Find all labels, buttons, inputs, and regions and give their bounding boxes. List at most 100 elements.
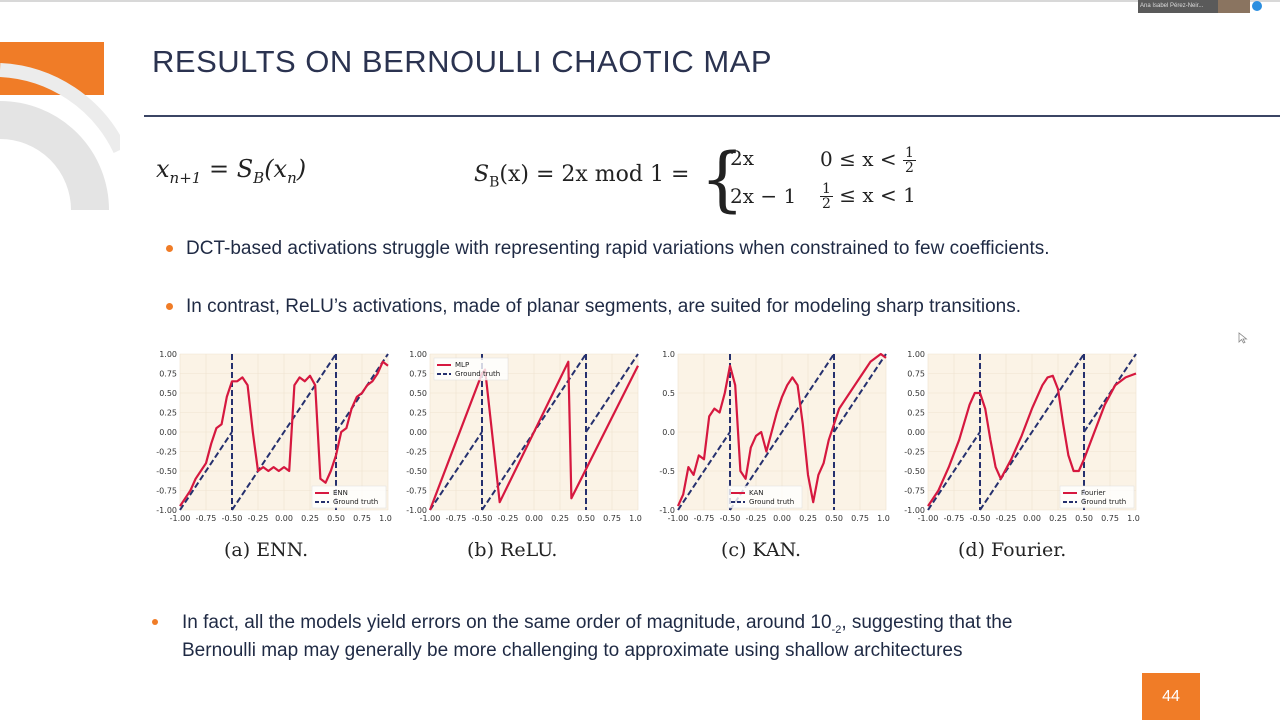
caption-relu: (b) ReLU. bbox=[467, 539, 558, 561]
slide-title: RESULTS ON BERNOULLI CHAOTIC MAP bbox=[152, 44, 773, 79]
mouse-cursor-icon bbox=[1238, 332, 1248, 344]
x-tick-label: 1.00 bbox=[877, 514, 890, 523]
legend-model-label: Fourier bbox=[1081, 489, 1106, 497]
decorative-arc-icon bbox=[0, 63, 120, 211]
y-tick-label: -0.25 bbox=[156, 448, 177, 457]
x-tick-label: 0.25 bbox=[551, 514, 569, 523]
caption-enn: (a) ENN. bbox=[224, 539, 309, 561]
x-tick-label: 0.25 bbox=[301, 514, 319, 523]
case-2-expression: 2x − 1 bbox=[730, 184, 797, 208]
x-tick-label: 1.00 bbox=[379, 514, 392, 523]
model-series bbox=[927, 372, 1137, 507]
legend-truth-label: Ground truth bbox=[455, 370, 500, 378]
x-tick-label: 1.00 bbox=[629, 514, 642, 523]
legend-model-label: KAN bbox=[749, 489, 764, 497]
video-status-icon[interactable] bbox=[1252, 1, 1262, 11]
x-tick-label: -1.00 bbox=[420, 514, 441, 523]
x-tick-label: 0.25 bbox=[799, 514, 817, 523]
y-tick-label: 0.00 bbox=[409, 428, 427, 437]
legend-truth-label: Ground truth bbox=[1081, 498, 1126, 506]
bullet-icon bbox=[152, 619, 158, 625]
recurrence-equation: xn+1 = SB(xn) bbox=[156, 155, 307, 187]
y-tick-label: 0.75 bbox=[409, 370, 427, 379]
bullet-errors: In fact, all the models yield errors on … bbox=[182, 612, 1013, 636]
x-tick-label: 0.50 bbox=[327, 514, 345, 523]
y-tick-label: 0.50 bbox=[159, 389, 177, 398]
x-tick-label: 0.50 bbox=[577, 514, 595, 523]
x-tick-label: -0.25 bbox=[248, 514, 269, 523]
x-tick-label: 0.50 bbox=[1075, 514, 1093, 523]
bullet-icon bbox=[166, 245, 173, 252]
y-tick-label: -0.75 bbox=[406, 487, 427, 496]
x-tick-label: -0.75 bbox=[694, 514, 715, 523]
y-tick-label: -0.25 bbox=[406, 448, 427, 457]
x-tick-label: -0.75 bbox=[944, 514, 965, 523]
y-tick-label: 1.0 bbox=[662, 350, 675, 359]
participant-avatar bbox=[1218, 0, 1250, 13]
bullet-errors-line2: Bernoulli map may generally be more chal… bbox=[182, 640, 963, 661]
legend-model-label: MLP bbox=[455, 361, 469, 369]
y-tick-label: -0.50 bbox=[156, 467, 177, 476]
y-tick-label: 1.00 bbox=[409, 350, 427, 359]
legend-box bbox=[311, 485, 387, 509]
model-series bbox=[676, 352, 887, 507]
y-tick-label: 1.00 bbox=[907, 350, 925, 359]
y-tick-label: 0.00 bbox=[159, 428, 177, 437]
x-tick-label: -0.25 bbox=[746, 514, 767, 523]
legend-box bbox=[433, 357, 509, 381]
y-tick-label: -1.00 bbox=[904, 506, 925, 515]
ground-truth-series bbox=[677, 353, 887, 511]
x-tick-label: 0.75 bbox=[851, 514, 869, 523]
title-divider bbox=[144, 115, 1280, 117]
enn-chart: 1.00 0.75 0.50 0.25 0.00 -0.25 -0.50 -0.75 -1.00… bbox=[156, 350, 392, 523]
x-tick-label: -0.25 bbox=[498, 514, 519, 523]
y-tick-label: 0.75 bbox=[907, 370, 925, 379]
bullet-dct: DCT-based activations struggle with repr… bbox=[186, 238, 1050, 259]
x-tick-label: 0.00 bbox=[275, 514, 293, 523]
bullet-relu: In contrast, ReLU’s activations, made of… bbox=[186, 296, 1022, 317]
x-tick-label: 0.00 bbox=[525, 514, 543, 523]
y-tick-label: -0.50 bbox=[406, 467, 427, 476]
piecewise-brace: { bbox=[700, 138, 745, 220]
x-tick-label: -1.00 bbox=[668, 514, 689, 523]
x-tick-label: -1.00 bbox=[918, 514, 939, 523]
x-tick-label: -0.50 bbox=[970, 514, 991, 523]
y-tick-label: 0.25 bbox=[159, 409, 177, 418]
x-tick-label: 0.50 bbox=[825, 514, 843, 523]
y-tick-label: 0.25 bbox=[409, 409, 427, 418]
x-tick-label: -0.50 bbox=[222, 514, 243, 523]
fourier-chart: 1.00 0.75 0.50 0.25 0.00 -0.25 -0.50 -0.75 -1.00… bbox=[904, 350, 1140, 523]
y-tick-label: 0.50 bbox=[907, 389, 925, 398]
x-tick-label: -0.75 bbox=[446, 514, 467, 523]
y-tick-label: 0.25 bbox=[907, 409, 925, 418]
y-tick-label: -0.50 bbox=[904, 467, 925, 476]
legend-truth-label: Ground truth bbox=[333, 498, 378, 506]
y-tick-label: 1.00 bbox=[159, 350, 177, 359]
caption-fourier: (d) Fourier. bbox=[958, 539, 1067, 561]
legend-model-label: ENN bbox=[333, 489, 348, 497]
legend-truth-label: Ground truth bbox=[749, 498, 794, 506]
x-tick-label: 0.75 bbox=[603, 514, 621, 523]
y-tick-label: 0.75 bbox=[159, 370, 177, 379]
participant-name: Ana Isabel Pérez-Neir... bbox=[1140, 3, 1204, 9]
legend-box bbox=[727, 485, 803, 509]
y-tick-label: -0.25 bbox=[904, 448, 925, 457]
legend-box bbox=[1059, 485, 1135, 509]
x-tick-label: 0.75 bbox=[1101, 514, 1119, 523]
x-tick-label: 0.75 bbox=[353, 514, 371, 523]
top-border bbox=[0, 0, 1280, 2]
y-tick-label: 0.0 bbox=[662, 428, 675, 437]
y-tick-label: -0.75 bbox=[156, 487, 177, 496]
model-series bbox=[179, 360, 389, 507]
x-tick-label: 0.00 bbox=[773, 514, 791, 523]
y-tick-label: -0.5 bbox=[659, 467, 675, 476]
bernoulli-map-definition: SB(x) = 2x mod 1 = bbox=[474, 162, 690, 191]
x-tick-label: -0.50 bbox=[720, 514, 741, 523]
y-tick-label: -1.0 bbox=[659, 506, 675, 515]
case-1-expression: 2x bbox=[730, 146, 755, 170]
bullet-icon bbox=[166, 303, 173, 310]
caption-kan: (c) KAN. bbox=[721, 539, 802, 561]
page-number-badge: 44 bbox=[1142, 673, 1200, 720]
